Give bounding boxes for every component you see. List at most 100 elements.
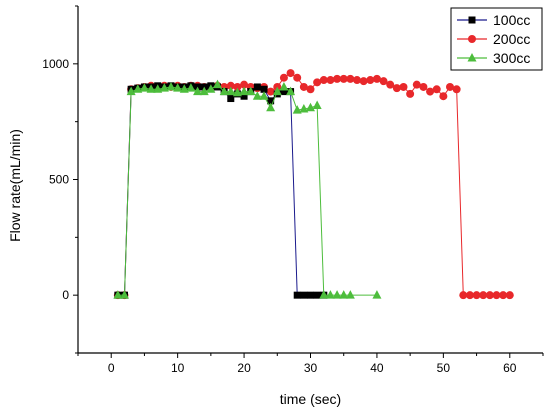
data-point-200cc <box>353 76 361 85</box>
data-point-200cc <box>492 291 501 300</box>
series-line-300cc <box>117 83 377 296</box>
data-point-300cc <box>173 83 183 92</box>
data-point-300cc <box>246 86 256 96</box>
axes: 0 10 20 30 40 50 60 0 500 1000 <box>42 5 544 375</box>
data-point-300cc <box>153 84 163 93</box>
series-200cc <box>113 69 514 300</box>
data-point-300cc <box>272 86 282 96</box>
data-point-300cc <box>199 86 209 96</box>
data-point-200cc <box>240 80 249 89</box>
data-point-200cc <box>346 74 355 83</box>
data-point-200cc <box>339 74 348 83</box>
data-point-100cc <box>280 88 288 96</box>
data-point-200cc <box>439 92 448 101</box>
data-point-200cc <box>446 82 454 91</box>
data-point-100cc <box>307 291 314 299</box>
data-point-300cc <box>126 86 136 96</box>
legend-marker <box>468 16 476 24</box>
data-point-200cc <box>379 77 388 86</box>
y-tick-label: 1000 <box>42 57 69 71</box>
legend-item-300cc: 300cc <box>457 50 530 66</box>
data-point-300cc <box>266 102 276 112</box>
data-point-200cc <box>306 85 315 94</box>
x-tick-label: 60 <box>503 361 517 375</box>
data-point-300cc <box>193 86 203 96</box>
data-point-200cc <box>499 291 508 300</box>
legend-label: 100cc <box>493 12 530 28</box>
data-point-300cc <box>133 84 143 93</box>
legend-label: 200cc <box>493 31 530 47</box>
data-point-200cc <box>386 80 395 89</box>
data-point-200cc <box>372 74 381 83</box>
data-point-200cc <box>299 82 308 91</box>
data-point-200cc <box>286 69 295 78</box>
data-point-300cc <box>372 290 382 299</box>
data-point-300cc <box>312 100 322 109</box>
data-point-300cc <box>113 290 123 299</box>
x-tick-label: 30 <box>304 361 318 375</box>
data-point-300cc <box>179 84 189 93</box>
series-line-100cc <box>117 85 324 296</box>
data-point-300cc <box>206 84 216 93</box>
data-point-300cc <box>292 105 302 114</box>
data-point-200cc <box>226 81 235 90</box>
data-point-100cc <box>253 83 261 91</box>
data-point-200cc <box>452 85 461 94</box>
data-point-200cc <box>505 291 514 300</box>
data-point-100cc <box>227 95 235 103</box>
x-axis-title: time (sec) <box>280 391 341 407</box>
data-point-200cc <box>412 80 421 89</box>
x-tick-label: 0 <box>108 361 115 375</box>
data-point-100cc <box>260 85 268 93</box>
legend-marker <box>468 35 476 43</box>
data-point-200cc <box>406 89 415 98</box>
legend-marker <box>467 53 477 62</box>
y-axis-title: Flow rate(mL/min) <box>7 129 23 242</box>
data-point-300cc <box>232 87 242 97</box>
data-point-300cc <box>279 81 289 91</box>
data-point-300cc <box>345 290 355 299</box>
data-point-200cc <box>392 84 401 93</box>
data-point-200cc <box>472 291 481 300</box>
data-point-300cc <box>252 91 262 100</box>
data-point-300cc <box>332 290 342 299</box>
data-point-100cc <box>240 92 248 100</box>
data-point-300cc <box>325 290 335 299</box>
data-point-200cc <box>313 78 322 87</box>
data-point-300cc <box>299 103 309 113</box>
series-100cc <box>114 82 328 299</box>
data-point-200cc <box>426 87 435 96</box>
data-point-300cc <box>259 91 269 100</box>
data-point-300cc <box>319 290 329 299</box>
data-point-200cc <box>326 76 335 85</box>
data-point-200cc <box>266 87 275 96</box>
legend-label: 300cc <box>493 50 530 66</box>
data-point-300cc <box>186 83 196 92</box>
data-point-200cc <box>399 82 408 91</box>
data-point-200cc <box>319 76 328 85</box>
y-tick-label: 0 <box>62 288 69 302</box>
data-point-300cc <box>226 86 236 96</box>
data-point-300cc <box>213 79 222 89</box>
data-point-300cc <box>306 102 315 112</box>
series-300cc <box>113 79 382 299</box>
legend-item-100cc: 100cc <box>457 12 530 28</box>
data-point-200cc <box>359 77 368 86</box>
data-point-300cc <box>166 81 176 91</box>
data-point-200cc <box>459 291 468 300</box>
data-point-300cc <box>146 84 156 93</box>
data-point-100cc <box>300 291 308 299</box>
x-tick-label: 50 <box>437 361 451 375</box>
data-point-300cc <box>219 86 229 96</box>
y-tick-label: 500 <box>49 173 69 187</box>
data-point-200cc <box>485 291 494 300</box>
data-point-200cc <box>419 82 428 91</box>
data-point-100cc <box>293 291 301 299</box>
data-point-300cc <box>120 290 129 299</box>
x-tick-label: 20 <box>237 361 251 375</box>
legend-item-200cc: 200cc <box>457 31 530 47</box>
data-point-300cc <box>286 86 296 96</box>
data-point-300cc <box>159 83 169 92</box>
data-point-200cc <box>293 73 302 82</box>
